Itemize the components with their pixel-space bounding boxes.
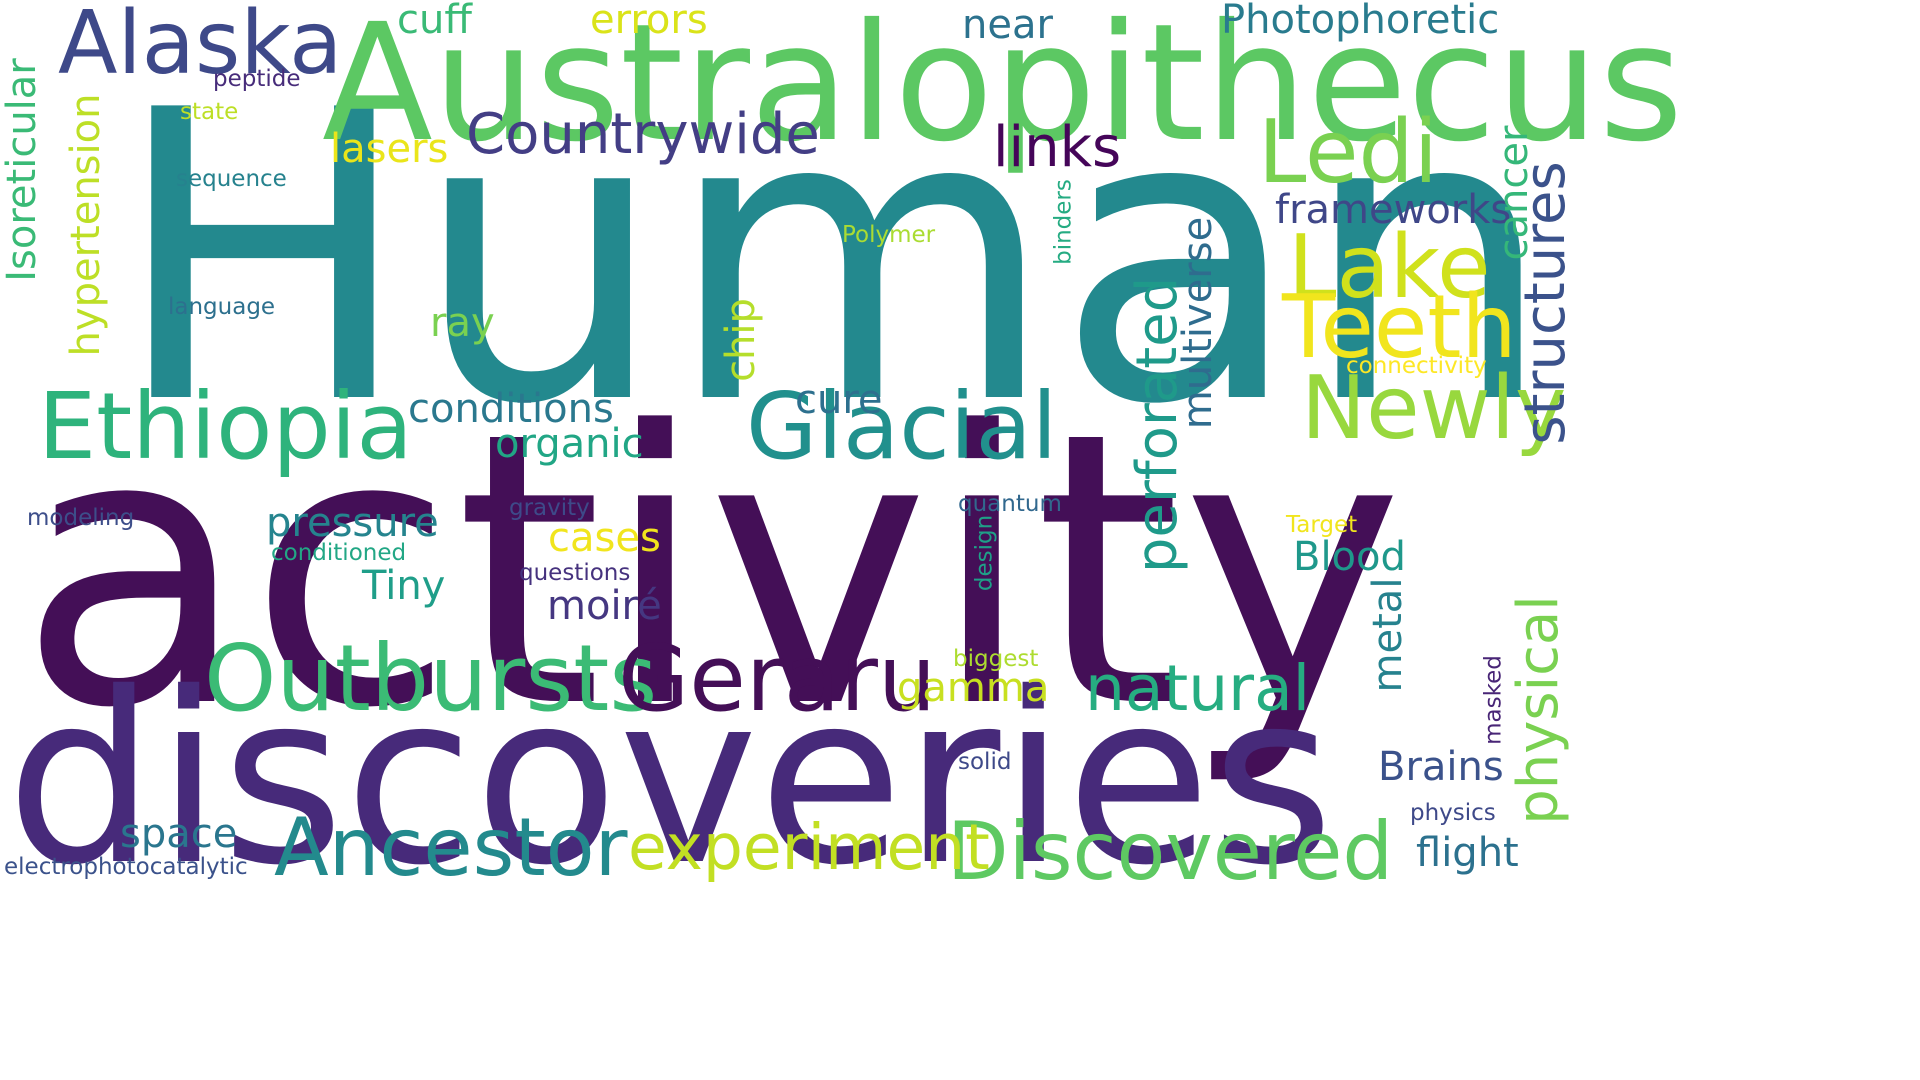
word-discovered: Discovered xyxy=(947,805,1394,898)
word-questions: questions xyxy=(519,560,631,586)
word-lasers: lasers xyxy=(330,126,449,172)
word-frameworks: frameworks xyxy=(1275,187,1512,233)
word-moire: moiré xyxy=(547,583,662,629)
word-modeling: modeling xyxy=(27,505,135,531)
word-activity: activity xyxy=(18,352,1404,790)
word-experiment: experiment xyxy=(628,811,990,884)
word-alaska: Alaska xyxy=(58,0,343,94)
word-space: space xyxy=(120,811,238,857)
word-quantum: quantum xyxy=(958,491,1062,517)
word-polymer: Polymer xyxy=(842,222,936,248)
word-cure: cure xyxy=(795,377,883,423)
word-target: Target xyxy=(1286,512,1358,538)
word-outbursts: Outbursts xyxy=(204,625,658,732)
word-australopithecus: Australopithecus xyxy=(322,0,1684,178)
word-conditioned: conditioned xyxy=(271,540,407,566)
word-ancestor: Ancestor xyxy=(274,801,628,894)
word-solid: solid xyxy=(958,749,1012,775)
word-tiny: Tiny xyxy=(362,563,446,609)
word-chip: chip xyxy=(718,298,764,382)
word-blood: Blood xyxy=(1293,534,1406,580)
word-masked: masked xyxy=(1480,655,1507,745)
word-brains: Brains xyxy=(1378,744,1504,790)
word-photophoretic: Photophoretic xyxy=(1221,0,1500,43)
word-structures: structures xyxy=(1513,161,1578,445)
word-physical: physical xyxy=(1506,595,1571,825)
word-gamma: gamma xyxy=(897,665,1050,711)
word-organic: organic xyxy=(495,421,644,467)
word-ray: ray xyxy=(430,300,495,346)
word-glacial: Glacial xyxy=(746,373,1058,480)
word-cases: cases xyxy=(548,515,661,561)
word-metal: metal xyxy=(1365,577,1411,693)
word-discoveries: discoveries xyxy=(6,642,1335,917)
word-newly: Newly xyxy=(1301,357,1567,459)
word-natural: natural xyxy=(1085,652,1311,725)
word-multiverse: multiverse xyxy=(1175,216,1221,430)
word-flight: flight xyxy=(1416,830,1519,876)
word-sequence: sequence xyxy=(176,166,287,192)
word-physics: physics xyxy=(1410,800,1496,826)
word-errors: errors xyxy=(590,0,708,43)
word-near: near xyxy=(962,2,1053,48)
word-pressure: pressure xyxy=(266,500,439,546)
word-hypertension: hypertension xyxy=(63,93,109,357)
word-state: state xyxy=(180,99,239,125)
word-teeth: Teeth xyxy=(1282,276,1517,378)
word-lake: Lake xyxy=(1288,216,1491,318)
word-language: language xyxy=(168,294,276,320)
word-ethiopia: Ethiopia xyxy=(38,373,413,480)
word-electrophotocatalytic: electrophotocatalytic xyxy=(4,854,248,880)
word-conditions: conditions xyxy=(408,386,614,432)
word-biggest: biggest xyxy=(953,646,1039,672)
word-isoreticular: Isoreticular xyxy=(0,58,45,282)
word-binders: binders xyxy=(1050,179,1077,265)
word-design: design xyxy=(971,514,998,592)
word-peptide: peptide xyxy=(213,66,301,92)
word-ledi: Ledi xyxy=(1258,101,1438,203)
word-links: links xyxy=(993,115,1122,180)
word-human: Human xyxy=(112,27,1555,492)
word-connectivity: connectivity xyxy=(1346,353,1487,379)
word-cuff: cuff xyxy=(397,0,472,43)
word-geraru: Geraru xyxy=(618,625,937,732)
word-gravity: gravity xyxy=(509,495,590,521)
word-countrywide: Countrywide xyxy=(466,102,820,167)
